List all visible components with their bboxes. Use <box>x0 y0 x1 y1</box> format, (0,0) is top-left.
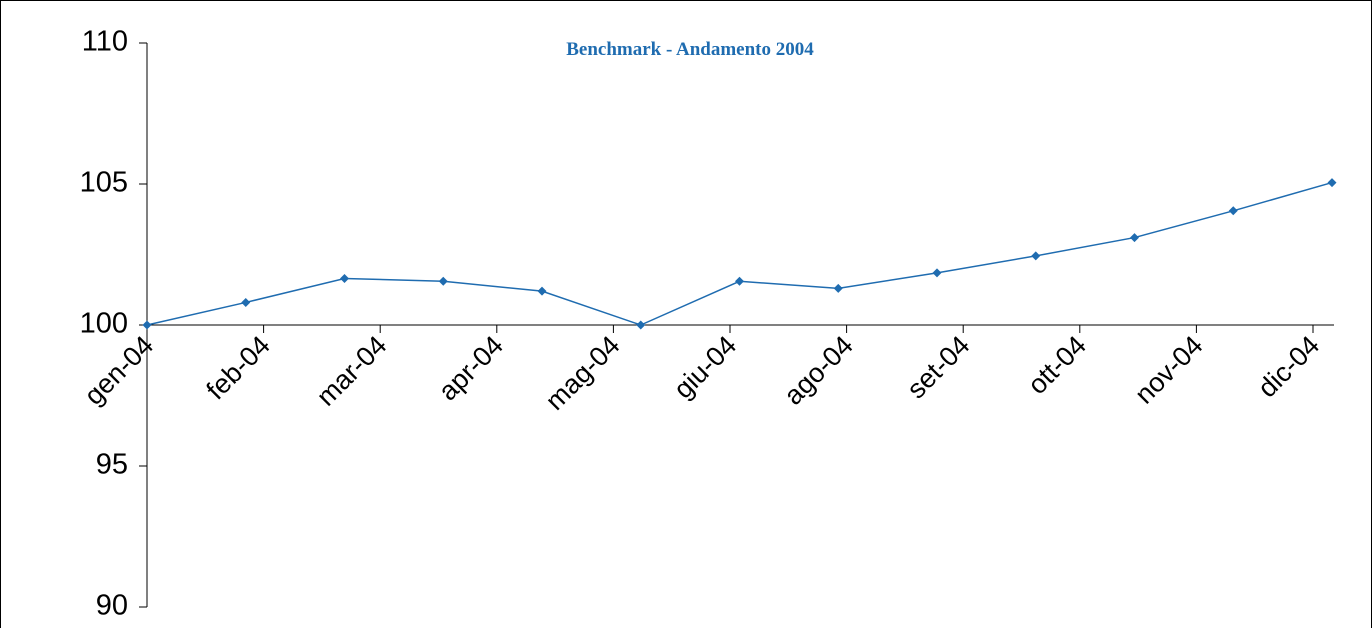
x-tick-label: nov-04 <box>1129 330 1209 410</box>
x-tick-label: ago-04 <box>778 330 859 411</box>
data-point <box>833 283 843 293</box>
y-tick-label: 100 <box>80 308 128 340</box>
y-tick-label: 95 <box>96 449 128 481</box>
x-tick-label: mar-04 <box>311 330 393 412</box>
data-point <box>932 268 942 278</box>
x-tick-label: ott-04 <box>1022 330 1092 400</box>
data-point <box>1228 206 1238 216</box>
data-point <box>735 276 744 286</box>
y-tick-label: 110 <box>82 26 128 58</box>
series-line <box>146 181 1333 326</box>
x-tick-label: giu-04 <box>668 330 742 404</box>
data-point <box>142 320 152 330</box>
data-point <box>1130 233 1139 243</box>
chart-title: Benchmark - Andamento 2004 <box>566 39 814 60</box>
data-point <box>1327 178 1337 188</box>
y-tick-label: 90 <box>96 590 128 622</box>
x-tick-label: apr-04 <box>433 330 509 406</box>
data-point <box>1031 251 1041 261</box>
data-point <box>438 276 448 286</box>
x-tick-label: set-04 <box>901 330 975 404</box>
data-point <box>241 297 251 307</box>
x-tick-label: mag-04 <box>540 330 626 416</box>
x-tick-label: feb-04 <box>200 330 275 405</box>
data-point <box>537 286 547 296</box>
x-tick-label: dic-04 <box>1252 330 1325 403</box>
data-point <box>340 273 349 283</box>
data-point <box>636 320 646 330</box>
y-tick-label: 105 <box>80 167 128 199</box>
